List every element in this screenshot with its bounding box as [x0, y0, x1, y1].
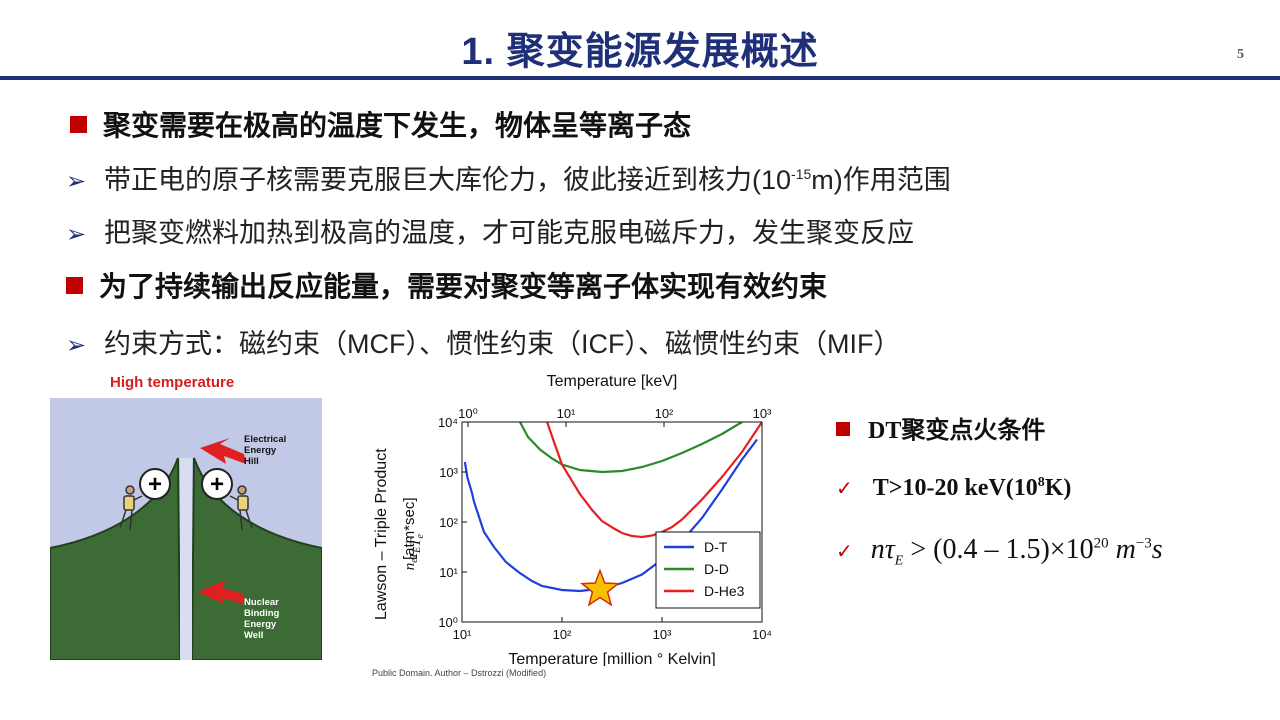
arrow-bullet-icon: ➢ — [66, 332, 87, 359]
nuclear-binding-energy-well-label: Nuclear Binding Energy Well — [244, 597, 280, 641]
arrow-bullet-icon: ➢ — [66, 168, 87, 195]
plus-sign-right: + — [210, 471, 224, 498]
svg-text:Well: Well — [244, 630, 263, 641]
bullet-heading-1: 聚变需要在极高的温度下发生，物体呈等离子态 — [70, 104, 691, 144]
temperature-condition: ✓ T>10-20 keV(108K) — [836, 475, 1071, 502]
x-tick-label: 10⁴ — [752, 627, 772, 642]
series-line-d-d — [519, 422, 743, 474]
energy-well — [180, 458, 192, 660]
y-axis-variable: neτETe — [402, 533, 426, 570]
x-tick-label: 10² — [553, 627, 572, 642]
ignition-heading: DT聚变点火条件 — [836, 410, 1045, 445]
bullet-sub-2: ➢ 把聚变燃料加热到极高的温度，才可能克服电磁斥力，发生聚变反应 — [66, 211, 914, 250]
red-square-bullet-icon — [70, 116, 87, 134]
svg-text:Electrical: Electrical — [244, 434, 286, 445]
series-line-d-he3 — [546, 422, 762, 539]
figure-credit: Public Domain. Author – Dstrozzi (Modifi… — [372, 668, 547, 678]
temperature-condition-text: T>10-20 keV(108K) — [872, 475, 1072, 501]
right-energy-hill — [190, 457, 322, 660]
y-tick-label: 10⁰ — [438, 615, 458, 630]
legend-label-d-t: D-T — [704, 539, 728, 555]
svg-text:Nuclear: Nuclear — [244, 597, 279, 608]
y-tick-label: 10¹ — [439, 565, 458, 580]
bullet-heading-2-text: 为了持续输出反应能量，需要对聚变等离子体实现有效约束 — [99, 271, 828, 302]
series-line-d-t — [463, 438, 758, 593]
nucleus-left — [139, 468, 171, 500]
x2-axis-label: Temperature [keV] — [547, 373, 678, 390]
y-axis-label: Lawson – Triple Product — [373, 448, 390, 620]
y-tick-label: 10³ — [439, 465, 458, 480]
bullet-sub-3-text: 约束方式：磁约束（MCF）、惯性约束（ICF）、磁惯性约束（MIF） — [104, 329, 901, 359]
y-tick-label: 10² — [439, 515, 458, 530]
bullet-sub-3: ➢ 约束方式：磁约束（MCF）、惯性约束（ICF）、磁惯性约束（MIF） — [66, 322, 900, 361]
x2-tick-label: 10¹ — [557, 406, 576, 421]
x-tick-label: 10¹ — [453, 627, 472, 642]
x2-tick-label: 10² — [655, 406, 674, 421]
slide-title: 1. 聚变能源发展概述 — [461, 31, 819, 73]
bullet-heading-2: 为了持续输出反应能量，需要对聚变等离子体实现有效约束 — [66, 265, 827, 305]
pushing-person-left-icon — [119, 485, 143, 531]
checkmark-icon: ✓ — [836, 478, 853, 500]
red-arrow-bottom-icon — [198, 580, 244, 604]
svg-text:Energy: Energy — [244, 619, 277, 630]
bullet-sub-1: ➢ 带正电的原子核需要克服巨大库伦力，彼此接近到核力(10-15m)作用范围 — [66, 158, 951, 197]
red-square-bullet-icon — [66, 277, 83, 295]
svg-text:Binding: Binding — [244, 608, 280, 619]
title-underline — [0, 76, 1280, 80]
y-axis-units: [atm*sec] — [401, 497, 418, 560]
illustration-caption: High temperature — [110, 374, 235, 391]
bullet-sub-1-text: 带正电的原子核需要克服巨大库伦力，彼此接近到核力(10-15m)作用范围 — [104, 165, 951, 195]
red-square-bullet-icon — [836, 422, 850, 437]
arrow-bullet-icon: ➢ — [66, 221, 87, 248]
x-axis-label: Temperature [million ° Kelvin] — [508, 651, 715, 666]
y-tick-label: 10⁴ — [438, 415, 458, 430]
electrical-energy-hill-label: Electrical Energy Hill — [244, 434, 286, 467]
ignition-star-icon — [579, 568, 621, 607]
checkmark-icon: ✓ — [836, 541, 853, 563]
legend-label-d-d: D-D — [704, 561, 729, 577]
x2-tick-label: 10⁰ — [458, 406, 478, 421]
ignition-heading-text: DT聚变点火条件 — [868, 418, 1046, 444]
page-number: 5 — [1237, 47, 1244, 62]
bullet-sub-2-text: 把聚变燃料加热到极高的温度，才可能克服电磁斥力，发生聚变反应 — [104, 218, 914, 248]
bullet-heading-1-text: 聚变需要在极高的温度下发生，物体呈等离子态 — [103, 110, 692, 141]
pushing-person-right-icon — [229, 485, 253, 531]
plus-sign-left: + — [148, 471, 162, 498]
coulomb-barrier-illustration: + + Electrical Energy Hill Nuclear Bindi… — [50, 398, 322, 660]
left-energy-hill — [50, 457, 182, 660]
x-tick-label: 10³ — [653, 627, 672, 642]
legend-label-d-he3: D-He3 — [704, 583, 745, 599]
svg-text:Energy: Energy — [244, 445, 277, 456]
nucleus-right — [201, 468, 233, 500]
svg-text:Hill: Hill — [244, 456, 259, 467]
x2-tick-label: 10³ — [753, 406, 772, 421]
red-arrow-top-icon — [200, 438, 246, 464]
triple-product-condition: ✓ nτE > (0.4 – 1.5)×1020 m−3s — [836, 534, 1163, 569]
